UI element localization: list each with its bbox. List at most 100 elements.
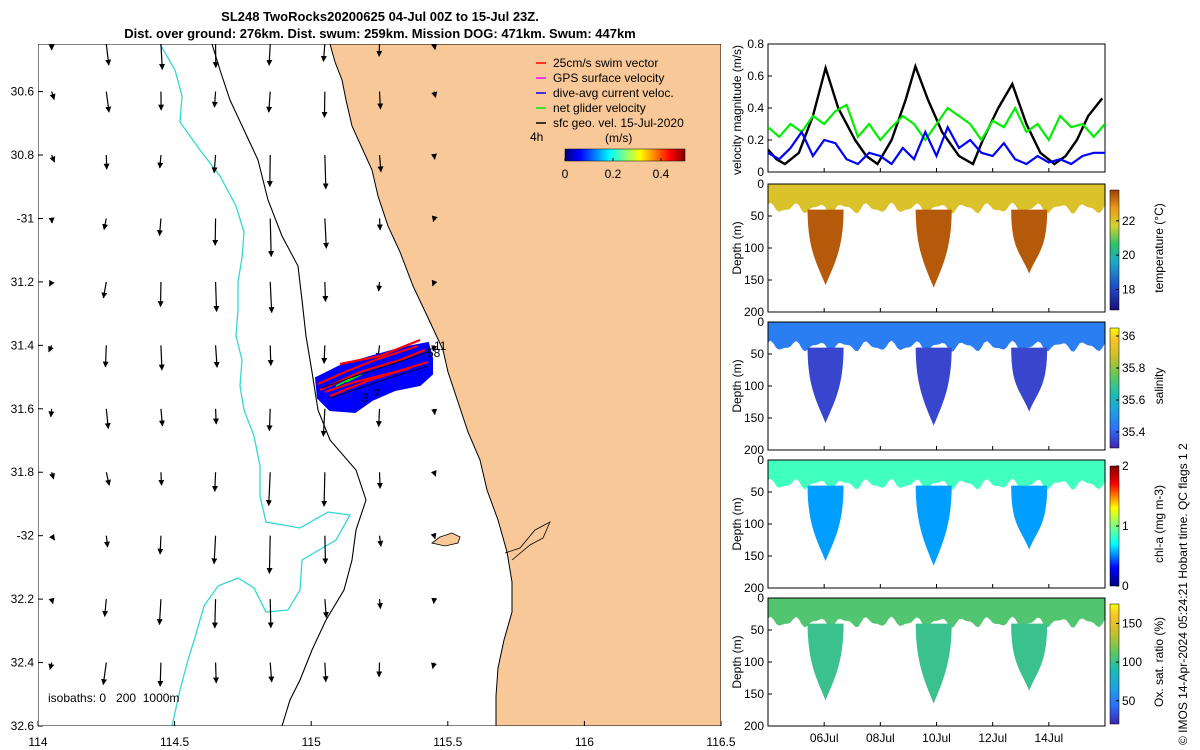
map-y-tick-label: 31.4 (11, 338, 35, 352)
isobath-200m (211, 44, 367, 726)
section-y-tick-label: 50 (751, 347, 765, 361)
geo-vector-arrow (431, 345, 438, 352)
track-label-11: 11 (434, 339, 447, 353)
geo-vector-arrow (376, 599, 383, 610)
legend-sfc-geo: sfc geo. vel. 15-Jul-2020 (536, 116, 684, 130)
geo-vector-arrow (49, 533, 56, 541)
geo-vector-arrow (49, 91, 56, 101)
velocity-panel: 0 0.2 0.4 0.6 0.8 velocity magnitude (m/s) (730, 37, 1106, 179)
geo-vector-arrow (105, 44, 112, 66)
velocity-series-line (768, 124, 1105, 166)
geo-vector-arrow (48, 597, 55, 605)
track-net-velocity (335, 373, 363, 387)
geo-vector-arrow (431, 91, 438, 99)
geo-vector-arrow (431, 44, 438, 51)
geo-vector-arrow (377, 154, 384, 173)
geo-vector-arrow (377, 535, 384, 547)
section-dive-profile (915, 347, 952, 426)
map-y-tick-label: 32.2 (11, 592, 35, 606)
section-y-tick-label: 50 (751, 485, 765, 499)
geo-vector-arrow (321, 472, 328, 507)
legend-label: 25cm/s swim vector (553, 56, 658, 70)
section-y-tick-label: 200 (744, 581, 764, 595)
section-ylabel: Depth (m) (730, 221, 744, 274)
geo-vector-arrow (156, 599, 163, 626)
geo-vector-arrow (431, 408, 438, 416)
map-legend: 25cm/s swim vector GPS surface velocity … (530, 56, 686, 181)
map-x-axis: 114 114.5 115 115.5 116 116.5 (28, 721, 736, 749)
geo-vector-arrow (157, 154, 164, 169)
map-x-tick-label: 115 (302, 735, 321, 749)
imos-credit: © IMOS 14-Apr-2024 05:24:21 Hobart time.… (1176, 443, 1190, 745)
geo-vector-arrow (377, 91, 384, 110)
map-x-tick-label: 114 (28, 735, 47, 749)
section-colorbar-tick-label: 36 (1122, 329, 1136, 343)
geo-vector-arrow (376, 281, 383, 292)
map-y-tick-label: -32 (17, 529, 35, 543)
geo-vector-arrow (102, 599, 109, 617)
map-x-tick-label: 115.5 (433, 735, 462, 749)
time-x-tick-label: 12Jul (978, 731, 1007, 745)
track-label-58: 58 (427, 346, 441, 360)
time-x-tick-label: 06Jul (810, 731, 839, 745)
section-dive-profile (1011, 623, 1048, 691)
geo-vector-arrow (430, 532, 437, 540)
geo-vector-arrow (105, 91, 112, 113)
geo-vector-arrow (266, 91, 273, 113)
section-dive-profile (807, 347, 844, 424)
section-y-tick-label: 0 (757, 453, 764, 467)
geo-vector-arrow (268, 218, 275, 258)
sfc-geo-vectors (48, 44, 438, 687)
track-label-7: 7 (373, 387, 380, 401)
geo-vector-arrow (266, 44, 273, 66)
geo-vector-arrow (211, 599, 218, 629)
geo-vector-arrow (103, 535, 110, 548)
geo-vector-arrow (430, 470, 437, 477)
geo-vector-arrow (101, 662, 108, 686)
velocity-series-line (768, 62, 1104, 166)
map-x-tick-label: 116.5 (706, 735, 735, 749)
geo-vector-arrow (156, 218, 163, 237)
speed-colorbar-tick-label: 0 (562, 167, 569, 181)
section-colorbar-tick-label: 1 (1122, 519, 1129, 533)
coast-estuary (504, 521, 551, 561)
section-colorbar-label: Ox. sat. ratio (%) (1152, 617, 1166, 707)
section-colorbar-tick-label: 100 (1122, 655, 1142, 669)
section-colorbar-tick-label: 20 (1122, 248, 1136, 262)
section-colorbar-label: temperature (°C) (1152, 203, 1166, 293)
section-y-tick-label: 0 (757, 315, 764, 329)
section-surface-layer (768, 184, 1105, 214)
section-y-tick-label: 200 (744, 719, 764, 733)
geo-vector-arrow (101, 281, 108, 299)
geo-vector-arrow (158, 472, 165, 486)
velocity-y-tick-label: 0 (757, 165, 764, 179)
section-colorbar-tick-label: 35.8 (1122, 361, 1146, 375)
geo-vector-arrow (48, 279, 55, 287)
section-y-tick-label: 0 (757, 591, 764, 605)
title-line-2: Dist. over ground: 276km. Dist. swum: 25… (124, 26, 636, 41)
section-colorbar-tick-label: 35.4 (1122, 425, 1146, 439)
legend-label: GPS surface velocity (553, 71, 664, 85)
velocity-y-axis: 0 0.2 0.4 0.6 0.8 (747, 37, 1050, 179)
section-ylabel: Depth (m) (730, 497, 744, 550)
map-panel: 114 114.5 115 115.5 116 116.5 30.6 30.8 -31 31.2… (11, 44, 736, 749)
geo-vector-arrow (375, 408, 382, 428)
section-ylabel: Depth (m) (730, 635, 744, 688)
section-colorbar-tick-label: 0 (1122, 579, 1129, 593)
geo-vector-arrow (322, 281, 329, 303)
geo-vector-arrow (159, 44, 166, 71)
section-dive-profile (1011, 347, 1048, 412)
legend-label: sfc geo. vel. 15-Jul-2020 (553, 116, 684, 130)
section-y-tick-label: 100 (744, 241, 764, 255)
legend-label: dive-avg current veloc. (553, 86, 674, 100)
map-y-tick-label: 31.2 (11, 275, 35, 289)
section-y-tick-label: 50 (751, 623, 765, 637)
section-colorbar-tick-label: 22 (1122, 214, 1136, 228)
section-y-tick-label: 150 (744, 549, 764, 563)
map-y-tick-label: 32.6 (11, 719, 35, 733)
geo-vector-arrow (322, 662, 329, 683)
geo-vector-arrow (431, 215, 438, 223)
geo-vector-arrow (266, 408, 273, 432)
section-salinity: 0 50 100 150 200 Depth (m) 35.4 35.6 35.8 36 salin… (730, 315, 1166, 457)
